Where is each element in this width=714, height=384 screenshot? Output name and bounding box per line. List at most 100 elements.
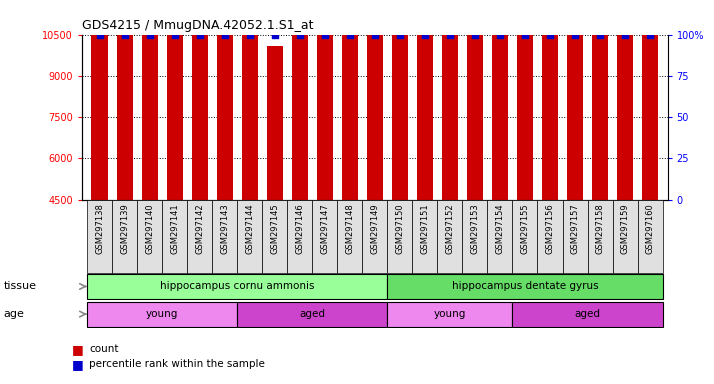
Bar [463,200,488,273]
Text: GSM297156: GSM297156 [545,204,555,254]
Bar [413,200,438,273]
Bar [638,200,663,273]
Bar [87,274,388,299]
Point [269,32,281,38]
Text: aged: aged [299,309,326,319]
Text: GSM297146: GSM297146 [296,204,304,254]
Point [244,32,256,38]
Text: GSM297158: GSM297158 [595,204,605,254]
Point [544,32,555,38]
Point [619,32,630,38]
Text: GSM297139: GSM297139 [120,204,129,254]
Bar [592,0,608,200]
Bar [212,200,237,273]
Point [644,32,655,38]
Bar [166,0,183,200]
Bar [317,0,333,200]
Text: GSM297153: GSM297153 [471,204,479,254]
Bar [116,0,133,200]
Point [519,32,531,38]
Bar [137,200,162,273]
Bar [237,302,388,326]
Text: young: young [433,309,466,319]
Text: GSM297157: GSM297157 [570,204,580,254]
Bar [266,46,283,200]
Text: GSM297142: GSM297142 [195,204,204,254]
Point [469,32,481,38]
Text: young: young [146,309,178,319]
Bar [492,20,508,200]
Bar [112,200,137,273]
Text: GSM297147: GSM297147 [321,204,329,254]
Text: GSM297160: GSM297160 [645,204,655,254]
Bar [613,200,638,273]
Text: GSM297155: GSM297155 [521,204,530,254]
Point [369,32,381,38]
Bar [187,200,212,273]
Point [319,32,331,38]
Bar [542,0,558,200]
Text: GSM297150: GSM297150 [396,204,404,254]
Bar [337,200,362,273]
Point [569,32,580,38]
Bar [488,200,513,273]
Text: GSM297151: GSM297151 [421,204,429,254]
Bar [312,200,337,273]
Bar [342,0,358,200]
Bar [388,302,513,326]
Text: tissue: tissue [4,281,36,291]
Bar [642,0,658,200]
Bar [467,0,483,200]
Point [169,32,181,38]
Bar [617,0,633,200]
Bar [191,13,208,200]
Bar [367,0,383,200]
Point [194,32,206,38]
Text: ■: ■ [71,358,83,371]
Bar [362,200,388,273]
Bar [87,200,112,273]
Bar [563,200,588,273]
Text: GSM297159: GSM297159 [620,204,630,254]
Text: GSM297152: GSM297152 [446,204,454,254]
Bar [388,274,663,299]
Bar [237,200,262,273]
Bar [141,0,158,200]
Bar [216,6,233,200]
Text: GSM297148: GSM297148 [346,204,354,254]
Text: GSM297138: GSM297138 [95,204,104,254]
Point [594,32,605,38]
Text: age: age [4,309,24,319]
Point [394,32,406,38]
Bar [417,0,433,200]
Point [94,32,106,38]
Bar [567,0,583,200]
Text: GSM297154: GSM297154 [496,204,505,254]
Bar [588,200,613,273]
Bar [87,302,237,326]
Bar [438,200,463,273]
Text: GDS4215 / MmugDNA.42052.1.S1_at: GDS4215 / MmugDNA.42052.1.S1_at [82,19,313,32]
Text: count: count [89,344,119,354]
Point [344,32,356,38]
Bar [262,200,287,273]
Text: GSM297140: GSM297140 [145,204,154,254]
Text: ■: ■ [71,343,83,356]
Bar [513,200,538,273]
Text: GSM297141: GSM297141 [170,204,179,254]
Bar [513,302,663,326]
Text: GSM297143: GSM297143 [220,204,229,254]
Bar [517,0,533,200]
Text: GSM297145: GSM297145 [271,204,279,254]
Text: hippocampus dentate gyrus: hippocampus dentate gyrus [452,281,598,291]
Bar [241,0,258,200]
Text: hippocampus cornu ammonis: hippocampus cornu ammonis [160,281,314,291]
Bar [538,200,563,273]
Bar [287,200,312,273]
Bar [392,0,408,200]
Text: percentile rank within the sample: percentile rank within the sample [89,359,265,369]
Bar [291,6,308,200]
Point [494,32,506,38]
Text: GSM297144: GSM297144 [245,204,254,254]
Text: aged: aged [575,309,600,319]
